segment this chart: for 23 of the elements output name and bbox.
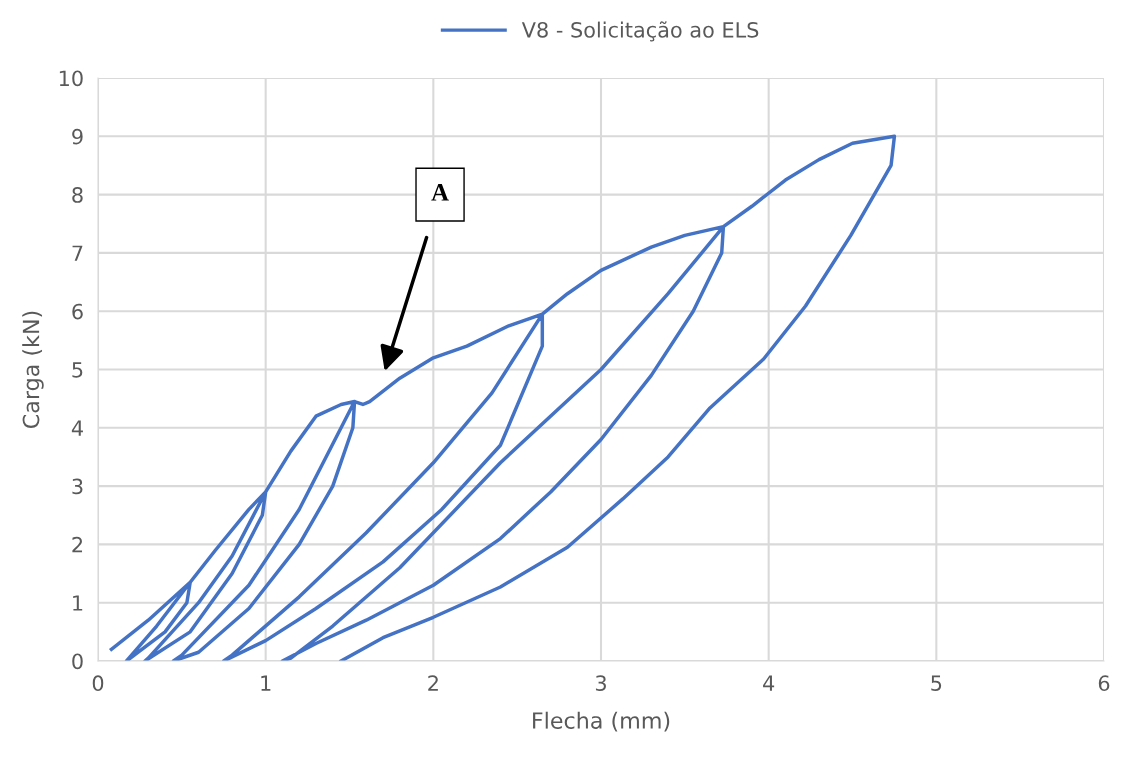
line-series	[109, 134, 897, 661]
y-tick-label: 7	[72, 245, 83, 261]
x-tick-label: 6	[1098, 675, 1110, 692]
x-tick-label: 4	[763, 675, 775, 691]
y-tick-label: 5	[72, 362, 83, 378]
x-tick-label: 5	[931, 675, 942, 692]
x-tick-label: 2	[428, 675, 438, 691]
y-tick-label: 4	[71, 420, 83, 436]
y-tick-label: 8	[72, 187, 83, 203]
y-tick-label: 3	[72, 478, 83, 495]
x-tick-label: 0	[92, 675, 104, 692]
legend-label: V8 - Solicitação ao ELS	[521, 21, 759, 42]
x-tick-label: 1	[261, 675, 271, 691]
y-tick-label: 10	[59, 70, 83, 87]
annotation: A	[431, 184, 449, 201]
y-tick-label: 0	[72, 653, 83, 670]
y-axis-title: Carga (kN)	[22, 311, 44, 429]
x-tick-label: 3	[595, 675, 606, 692]
y-tick-label: 6	[72, 303, 83, 320]
x-axis-title: Flecha (mm)	[533, 711, 670, 732]
y-tick-label: 9	[72, 128, 83, 145]
y-tick-label: 2	[72, 536, 83, 553]
y-tick-label: 1	[73, 595, 83, 611]
